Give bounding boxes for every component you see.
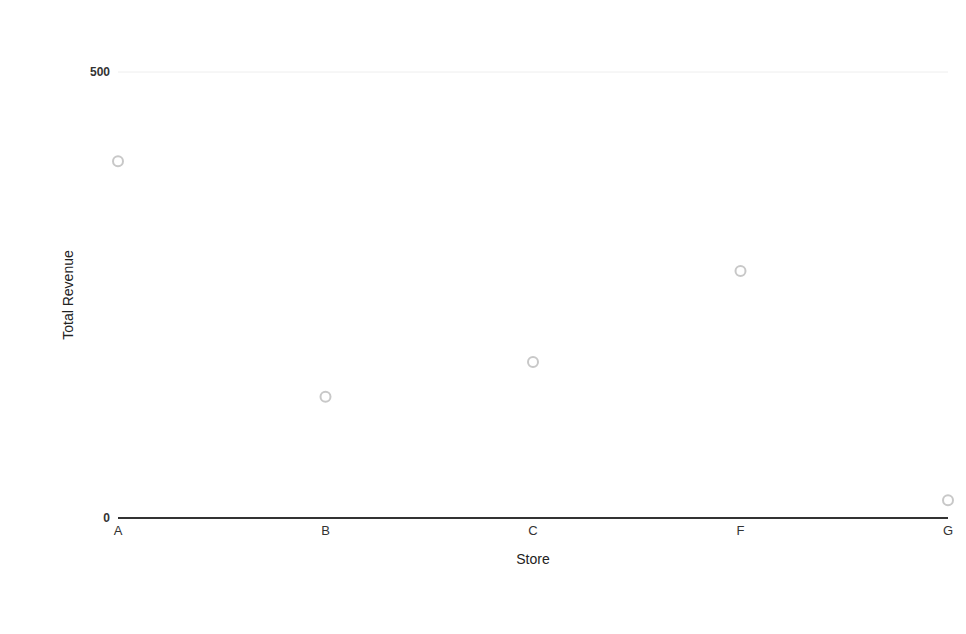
svg-text:G: G: [943, 523, 953, 538]
svg-text:Store: Store: [516, 551, 550, 567]
svg-text:A: A: [114, 523, 123, 538]
svg-text:0: 0: [103, 511, 110, 525]
svg-text:500: 500: [90, 65, 110, 79]
svg-text:F: F: [737, 523, 745, 538]
svg-text:Total Revenue: Total Revenue: [60, 250, 76, 340]
svg-text:C: C: [528, 523, 537, 538]
svg-text:B: B: [321, 523, 330, 538]
